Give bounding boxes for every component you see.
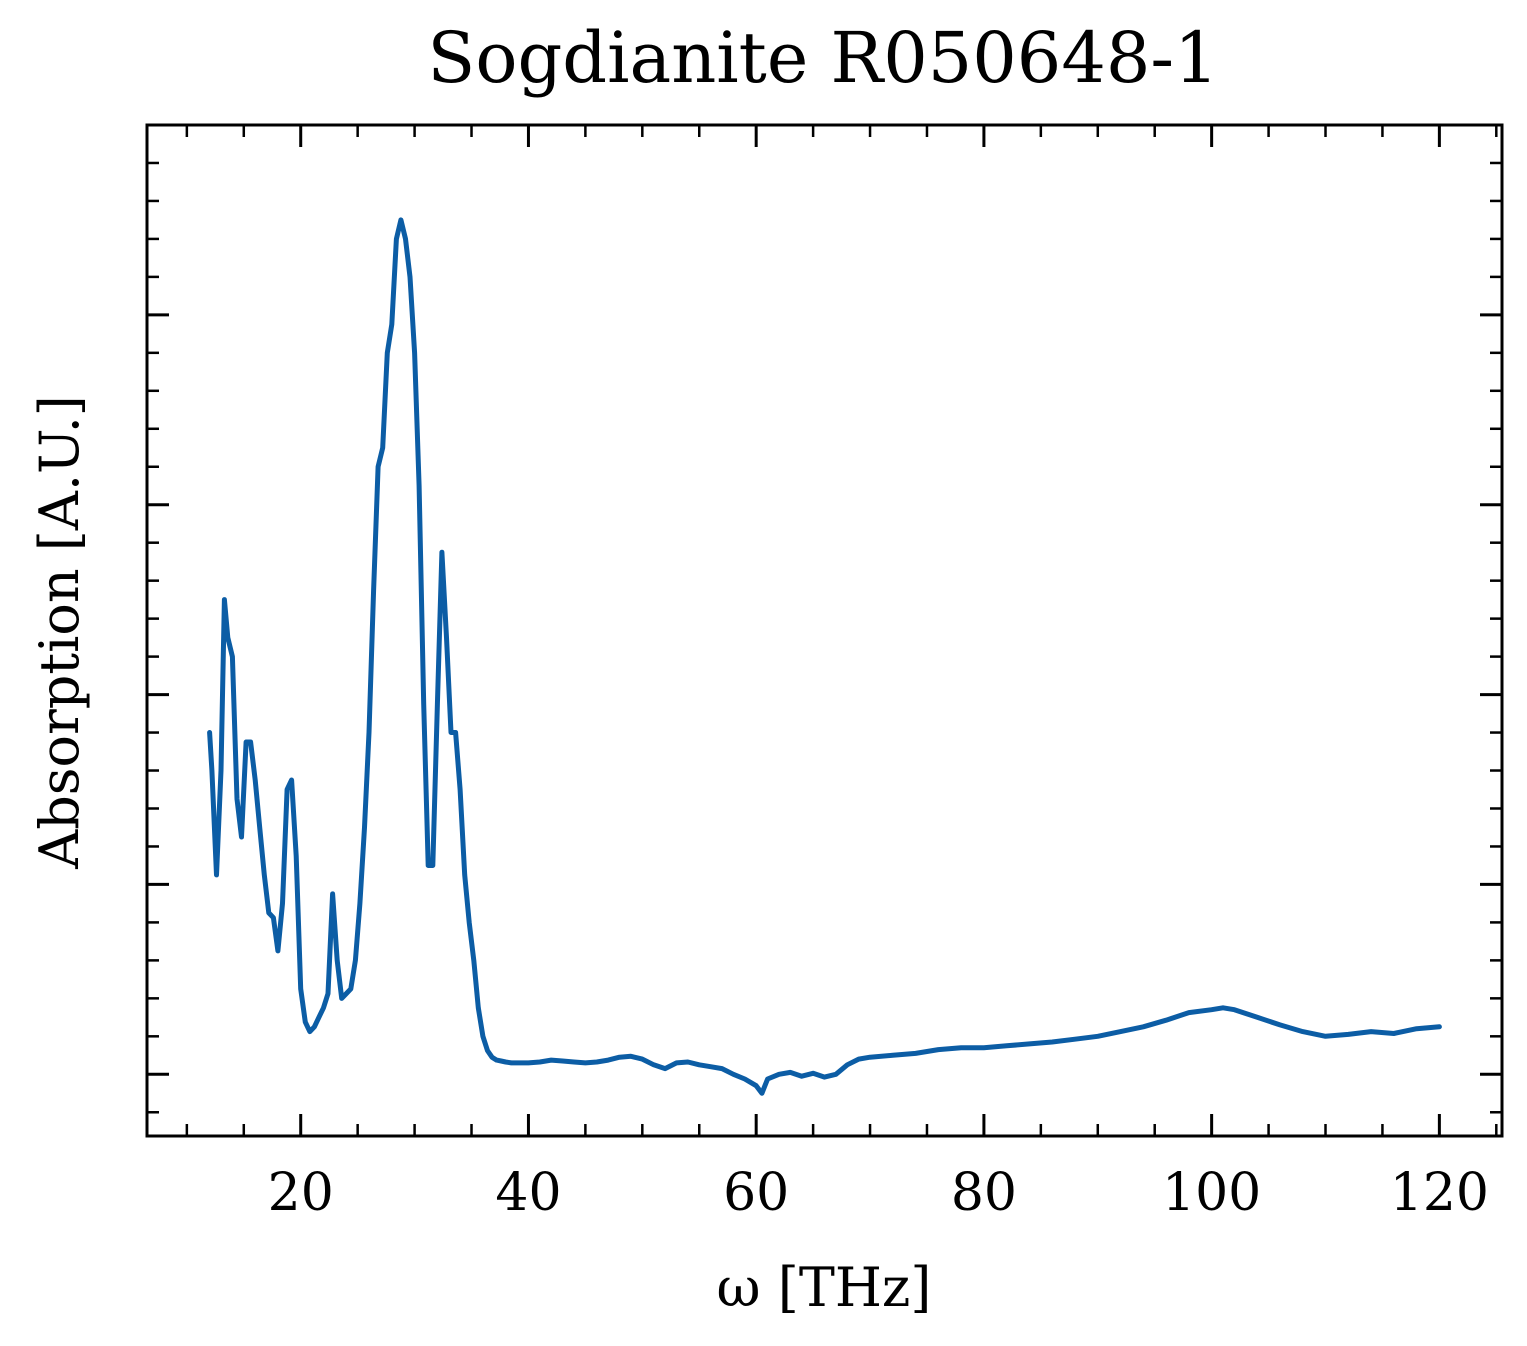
x-tick-label: 40 — [495, 1163, 561, 1223]
x-axis-label: ω [THz] — [717, 1256, 932, 1319]
y-axis-label: Absorption [A.U.] — [28, 395, 91, 870]
plot-frame — [145, 123, 1504, 1138]
x-tick-label: 100 — [1162, 1163, 1261, 1223]
axis-ticks — [147, 125, 1502, 1136]
series-line — [207, 217, 1442, 1096]
x-tick-label: 120 — [1390, 1163, 1489, 1223]
x-tick-label: 80 — [951, 1163, 1017, 1223]
chart-title: Sogdianite R050648-1 — [427, 17, 1218, 99]
x-tick-label: 60 — [723, 1163, 789, 1223]
x-tick-labels: 20 40 60 80 100 120 — [268, 1163, 1489, 1223]
x-tick-label: 20 — [268, 1163, 334, 1223]
